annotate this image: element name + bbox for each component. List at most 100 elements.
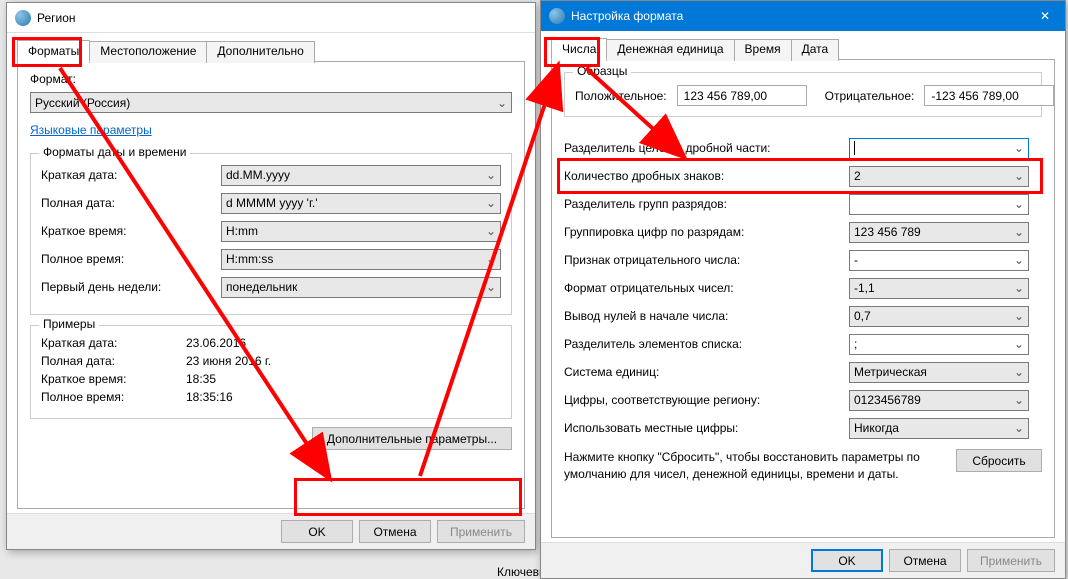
digits-label: Цифры, соответствующие региону: [564, 393, 849, 407]
positive-label: Положительное: [575, 89, 667, 103]
list-sep-select[interactable]: ; [849, 334, 1029, 355]
region-titlebar: Регион [7, 3, 535, 33]
format-tabs: Числа Денежная единица Время Дата [551, 37, 1055, 60]
tab-currency[interactable]: Денежная единица [606, 39, 734, 61]
first-day-label: Первый день недели: [41, 280, 221, 294]
chevron-down-icon [486, 168, 496, 182]
negative-label: Отрицательное: [825, 89, 915, 103]
ex-long-date-label: Полная дата: [41, 354, 186, 368]
grouping-label: Группировка цифр по разрядам: [564, 225, 849, 239]
samples-groupbox: Образцы Положительное: 123 456 789,00 От… [564, 72, 1042, 117]
close-icon: ✕ [1040, 9, 1050, 23]
chevron-down-icon [1014, 309, 1024, 323]
neg-sign-label: Признак отрицательного числа: [564, 253, 849, 267]
language-params-link[interactable]: Языковые параметры [30, 123, 152, 137]
ex-short-date-label: Краткая дата: [41, 336, 186, 350]
grouping-select[interactable]: 123 456 789 [849, 222, 1029, 243]
ex-short-date-value: 23.06.2016 [186, 336, 501, 350]
reset-button[interactable]: Сбросить [956, 449, 1042, 472]
chevron-down-icon [1014, 365, 1024, 379]
chevron-down-icon [1014, 169, 1024, 183]
first-day-select[interactable]: понедельник [221, 277, 501, 298]
leading-zero-label: Вывод нулей в начале числа: [564, 309, 849, 323]
region-button-row: OK Отмена Применить [7, 513, 535, 549]
list-sep-label: Разделитель элементов списка: [564, 337, 849, 351]
hint-area: Нажмите кнопку "Сбросить", чтобы восстан… [564, 449, 1042, 483]
datetime-groupbox: Форматы даты и времени Краткая дата: dd.… [30, 153, 512, 315]
cancel-button[interactable]: Отмена [889, 549, 961, 572]
globe-icon [15, 10, 31, 26]
apply-button[interactable]: Применить [437, 520, 525, 543]
ex-long-date-value: 23 июня 2016 г. [186, 354, 501, 368]
chevron-down-icon [1014, 225, 1024, 239]
region-window: Регион Форматы Местоположение Дополнител… [6, 2, 536, 550]
short-date-label: Краткая дата: [41, 168, 221, 182]
decimal-digits-select[interactable]: 2 [849, 166, 1029, 187]
ok-button[interactable]: OK [811, 549, 883, 572]
group-sep-select[interactable] [849, 194, 1029, 215]
chevron-down-icon [486, 280, 496, 294]
system-label: Система единиц: [564, 365, 849, 379]
ex-short-time-value: 18:35 [186, 372, 501, 386]
region-body: Форматы Местоположение Дополнительно Фор… [7, 33, 535, 513]
region-tab-content: Формат: Русский (Россия) Языковые параме… [17, 62, 525, 509]
system-select[interactable]: Метрическая [849, 362, 1029, 383]
globe-icon [549, 8, 565, 24]
chevron-down-icon [497, 96, 507, 110]
native-select[interactable]: Никогда [849, 418, 1029, 439]
short-time-label: Краткое время: [41, 224, 221, 238]
decimal-digits-label: Количество дробных знаков: [564, 169, 849, 183]
long-time-select[interactable]: H:mm:ss [221, 249, 501, 270]
tab-formats[interactable]: Форматы [17, 40, 90, 62]
negative-sample: -123 456 789,00 [924, 85, 1054, 106]
neg-format-select[interactable]: -1,1 [849, 278, 1029, 299]
format-settings-window: Настройка формата ✕ Числа Денежная едини… [540, 0, 1066, 579]
positive-sample: 123 456 789,00 [677, 85, 807, 106]
apply-button[interactable]: Применить [967, 549, 1055, 572]
long-date-select[interactable]: d MMMM yyyy 'г.' [221, 193, 501, 214]
chevron-down-icon [486, 252, 496, 266]
leading-zero-select[interactable]: 0,7 [849, 306, 1029, 327]
short-time-select[interactable]: H:mm [221, 221, 501, 242]
decimal-sep-select[interactable] [849, 138, 1029, 159]
datetime-group-title: Форматы даты и времени [39, 145, 190, 159]
chevron-down-icon [1014, 393, 1024, 407]
format-button-row: OK Отмена Применить [541, 542, 1065, 578]
chevron-down-icon [1014, 197, 1024, 211]
short-date-select[interactable]: dd.MM.yyyy [221, 165, 501, 186]
chevron-down-icon [486, 196, 496, 210]
digits-select[interactable]: 0123456789 [849, 390, 1029, 411]
group-sep-label: Разделитель групп разрядов: [564, 197, 849, 211]
long-date-label: Полная дата: [41, 196, 221, 210]
tab-time[interactable]: Время [734, 39, 792, 61]
tab-location[interactable]: Местоположение [89, 41, 207, 63]
neg-format-label: Формат отрицательных чисел: [564, 281, 849, 295]
format-titlebar: Настройка формата ✕ [541, 1, 1065, 31]
additional-params-button[interactable]: Дополнительные параметры... [312, 427, 512, 450]
neg-sign-select[interactable]: - [849, 250, 1029, 271]
long-time-label: Полное время: [41, 252, 221, 266]
tab-additional[interactable]: Дополнительно [206, 41, 314, 63]
chevron-down-icon [1014, 281, 1024, 295]
format-tab-content: Образцы Положительное: 123 456 789,00 От… [551, 60, 1055, 538]
format-value: Русский (Россия) [35, 96, 130, 110]
tab-numbers[interactable]: Числа [551, 38, 607, 60]
decimal-sep-label: Разделитель целой и дробной части: [564, 141, 849, 155]
chevron-down-icon [1014, 253, 1024, 267]
close-button[interactable]: ✕ [1025, 1, 1065, 31]
chevron-down-icon [1014, 421, 1024, 435]
ex-long-time-value: 18:35:16 [186, 390, 501, 404]
format-title: Настройка формата [571, 9, 1025, 23]
examples-group-title: Примеры [39, 317, 99, 331]
tab-date[interactable]: Дата [791, 39, 840, 61]
region-title: Регион [37, 11, 527, 25]
ex-short-time-label: Краткое время: [41, 372, 186, 386]
examples-groupbox: Примеры Краткая дата:23.06.2016 Полная д… [30, 325, 512, 419]
chevron-down-icon [1014, 141, 1024, 155]
format-select[interactable]: Русский (Россия) [30, 92, 512, 113]
format-body: Числа Денежная единица Время Дата Образц… [541, 31, 1065, 542]
native-label: Использовать местные цифры: [564, 421, 849, 435]
samples-group-title: Образцы [573, 64, 631, 78]
ok-button[interactable]: OK [281, 520, 353, 543]
cancel-button[interactable]: Отмена [359, 520, 431, 543]
